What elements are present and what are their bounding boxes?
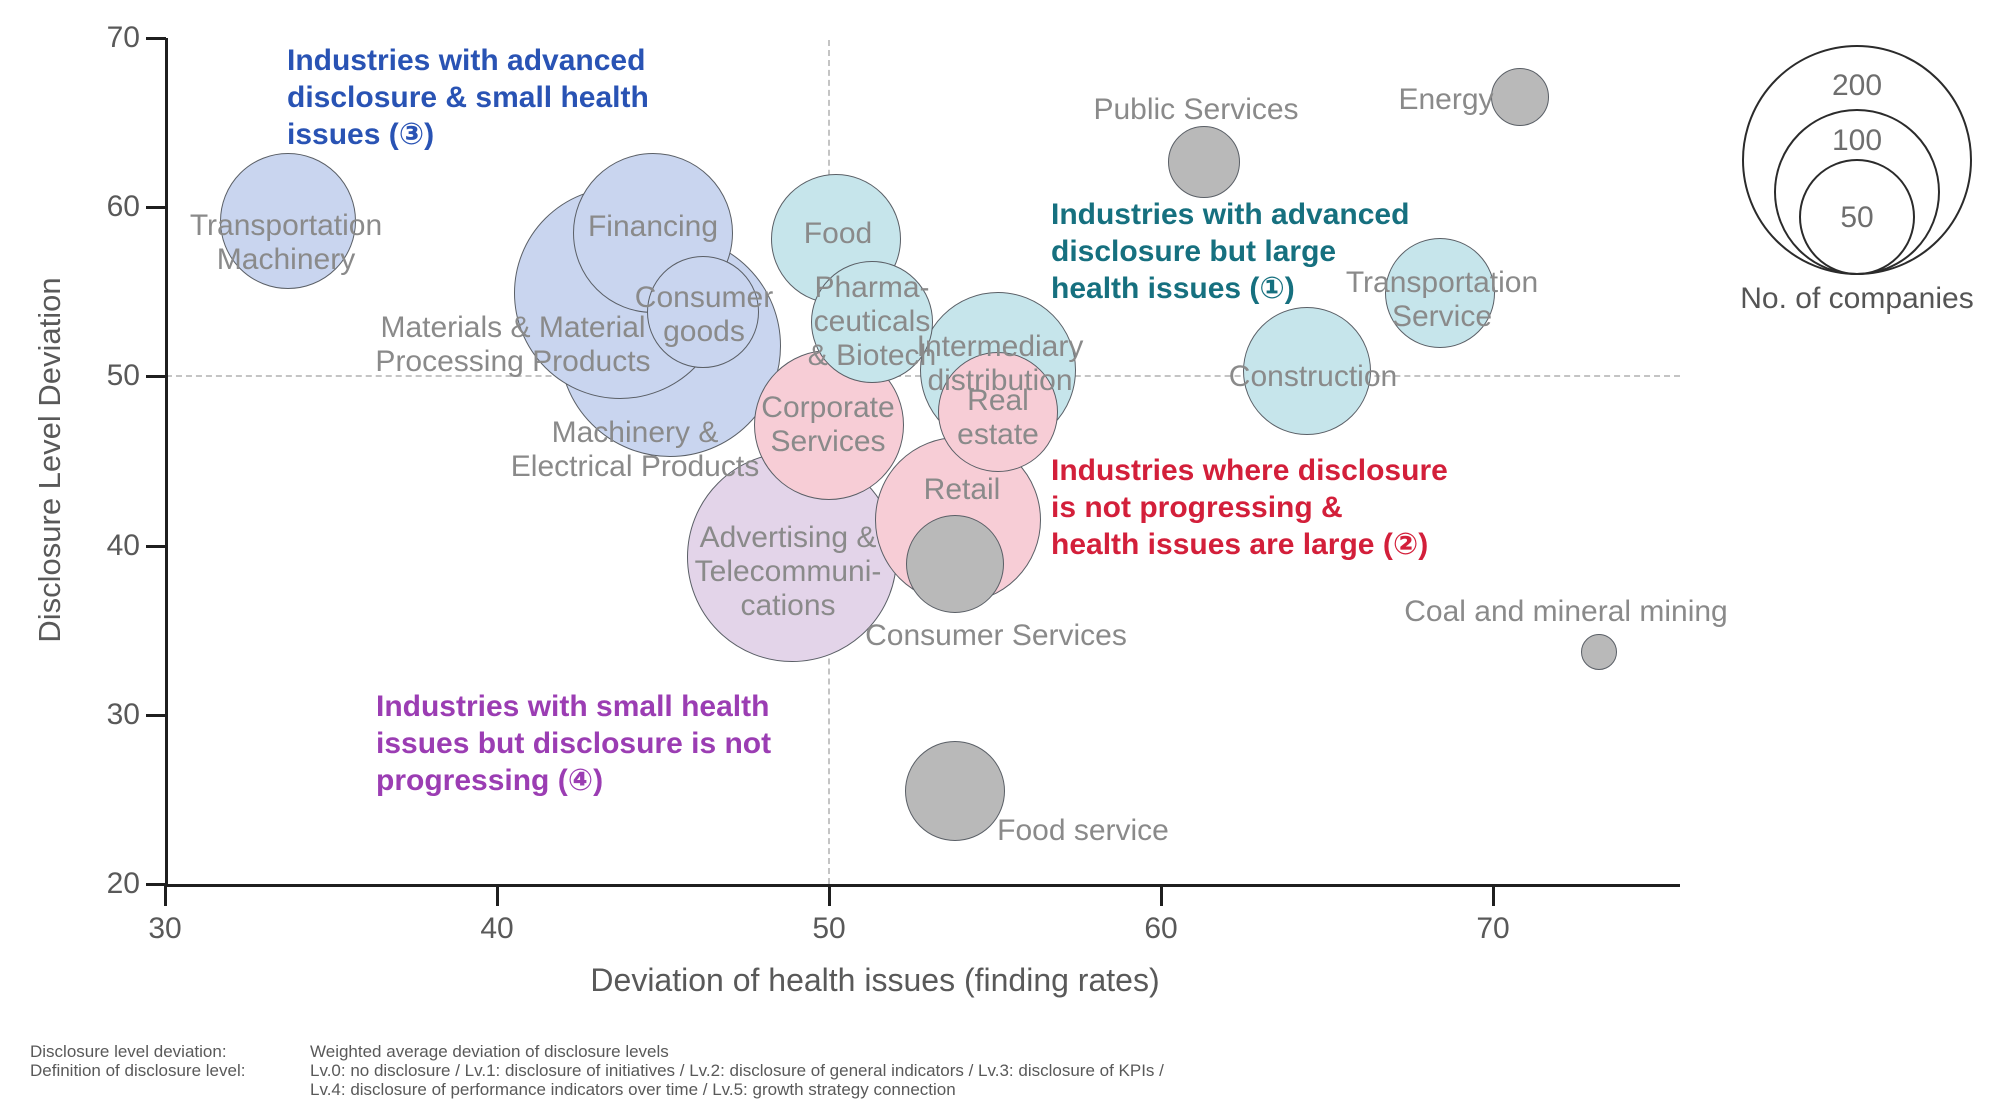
bubble-consumer-goods bbox=[646, 256, 759, 369]
y-tick-label-30: 30 bbox=[106, 697, 140, 731]
x-axis-line bbox=[165, 884, 1680, 887]
x-tick-30 bbox=[164, 884, 167, 906]
footer-row1-label: Disclosure level deviation: bbox=[30, 1042, 227, 1061]
legend-value-200: 200 bbox=[1831, 69, 1883, 102]
x-tick-60 bbox=[1160, 884, 1163, 906]
bubble-pharmaceuticals-biotech bbox=[811, 261, 934, 384]
x-tick-label-40: 40 bbox=[480, 912, 514, 945]
bubble-public-services bbox=[1168, 125, 1241, 198]
bubble-label-transportation-service: Transportation Service bbox=[1345, 266, 1539, 333]
bubble-size-legend: 200 100 50 bbox=[1742, 45, 1972, 275]
legend-value-100: 100 bbox=[1831, 124, 1883, 157]
x-tick-label-30: 30 bbox=[148, 912, 182, 945]
y-tick-label-50: 50 bbox=[106, 359, 140, 393]
bubble-label-energy: Energy bbox=[1398, 83, 1494, 116]
bubble-food-service bbox=[905, 740, 1006, 841]
x-tick-50 bbox=[828, 884, 831, 906]
y-tick-60 bbox=[146, 206, 166, 210]
x-tick-label-50: 50 bbox=[812, 912, 846, 945]
bubble-label-consumer-goods: Consumer goods bbox=[634, 281, 774, 348]
y-tick-40 bbox=[146, 544, 166, 548]
y-axis-line bbox=[165, 38, 168, 887]
x-tick-label-70: 70 bbox=[1476, 912, 1510, 945]
y-tick-label-40: 40 bbox=[106, 528, 140, 562]
annotation-quadrant-4: Industries with small health issues but … bbox=[376, 690, 772, 797]
bubble-label-public-services: Public Services bbox=[1093, 93, 1299, 126]
bubble-label-advertising-telecommunications: Advertising & Telecommuni- cations bbox=[694, 521, 882, 622]
annotation-quadrant-2: Industries where disclosure is not progr… bbox=[1051, 454, 1448, 561]
annotation-quadrant-3: Industries with advanced disclosure & sm… bbox=[287, 44, 649, 151]
bubble-transportation-machinery bbox=[219, 152, 356, 289]
bubble-real-estate bbox=[938, 351, 1059, 472]
bubble-label-machinery-electrical: Machinery & Electrical Products bbox=[510, 416, 760, 483]
bubble-label-coal-mineral-mining: Coal and mineral mining bbox=[1404, 595, 1728, 628]
annotation-quadrant-1: Industries with advanced disclosure but … bbox=[1051, 198, 1410, 305]
bubble-energy bbox=[1490, 68, 1549, 127]
x-axis-title: Deviation of health issues (finding rate… bbox=[590, 962, 1160, 998]
y-tick-50 bbox=[146, 375, 166, 379]
bubble-label-food-service: Food service bbox=[997, 814, 1169, 847]
legend-caption: No. of companies bbox=[1740, 282, 1974, 315]
y-axis-title: Disclosure Level Deviation bbox=[32, 277, 67, 643]
legend-circle-50 bbox=[1799, 159, 1915, 275]
y-tick-label-20: 20 bbox=[106, 867, 140, 900]
x-tick-70 bbox=[1492, 884, 1495, 906]
bubble-consumer-services bbox=[906, 515, 1005, 614]
x-tick-label-60: 60 bbox=[1144, 912, 1178, 945]
bubble-construction bbox=[1243, 307, 1372, 436]
y-tick-70 bbox=[146, 37, 166, 40]
bubble-transportation-service bbox=[1384, 238, 1495, 349]
y-tick-label-70: 70 bbox=[106, 21, 140, 54]
bubble-label-materials-material-processing: Materials & Material Processing Products bbox=[375, 311, 651, 378]
bubble-label-corporate-services: Corporate Services bbox=[761, 391, 895, 458]
footer-row2-label: Definition of disclosure level: bbox=[30, 1061, 246, 1080]
bubble-label-transportation-machinery: Transportation Machinery bbox=[189, 209, 383, 276]
footer-row2-text-line2: Lv.4: disclosure of performance indicato… bbox=[310, 1080, 956, 1099]
bubble-label-financing: Financing bbox=[587, 210, 719, 243]
footer-row2-text-line1: Lv.0: no disclosure / Lv.1: disclosure o… bbox=[310, 1061, 1164, 1080]
y-tick-30 bbox=[146, 713, 166, 717]
bubble-label-consumer-services: Consumer Services bbox=[865, 619, 1127, 652]
x-tick-40 bbox=[496, 884, 499, 906]
y-tick-label-60: 60 bbox=[106, 190, 140, 224]
bubble-label-intermediary-distribution: Intermediary distribution bbox=[916, 330, 1084, 397]
bubble-label-real-estate: Real estate bbox=[957, 384, 1039, 451]
bubble-label-retail: Retail bbox=[923, 473, 1001, 506]
bubble-coal-mineral-mining bbox=[1581, 634, 1618, 671]
bubble-label-pharmaceuticals-biotech: Pharma- ceuticals & Biotech bbox=[807, 271, 937, 372]
y-tick-20 bbox=[146, 883, 166, 886]
footer-row1-text: Weighted average deviation of disclosure… bbox=[310, 1042, 669, 1061]
bubble-label-construction: Construction bbox=[1228, 360, 1398, 393]
bubble-label-food: Food bbox=[803, 217, 873, 250]
legend-value-50: 50 bbox=[1840, 201, 1874, 234]
